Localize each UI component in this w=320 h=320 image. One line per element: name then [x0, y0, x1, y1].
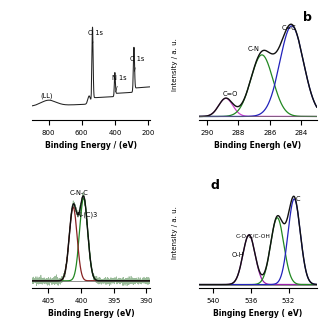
X-axis label: Binging Energy ( eV): Binging Energy ( eV) — [213, 309, 303, 318]
X-axis label: Binding Energy (eV): Binding Energy (eV) — [48, 309, 134, 318]
Y-axis label: Intensity / a. u.: Intensity / a. u. — [172, 206, 178, 259]
Text: C=O: C=O — [223, 91, 238, 97]
X-axis label: Binding Energy / (eV): Binding Energy / (eV) — [45, 141, 137, 150]
Text: C-N-C: C-N-C — [69, 189, 88, 196]
Text: C-O-C/C-OH: C-O-C/C-OH — [235, 234, 270, 238]
Text: N-(C)3: N-(C)3 — [76, 211, 98, 218]
Text: C 1s: C 1s — [130, 56, 144, 71]
Text: d: d — [211, 179, 220, 192]
Text: C=C: C=C — [282, 25, 296, 30]
Text: O 1s: O 1s — [88, 30, 103, 44]
Y-axis label: Intensity / a. u.: Intensity / a. u. — [172, 38, 178, 91]
Text: (LL): (LL) — [41, 92, 53, 99]
Text: N 1s: N 1s — [112, 75, 127, 92]
Text: O-H: O-H — [231, 252, 244, 258]
Text: b: b — [303, 11, 312, 24]
Text: C-N: C-N — [248, 46, 260, 52]
Text: C: C — [295, 196, 300, 202]
X-axis label: Binding Energh (eV): Binding Energh (eV) — [214, 141, 301, 150]
